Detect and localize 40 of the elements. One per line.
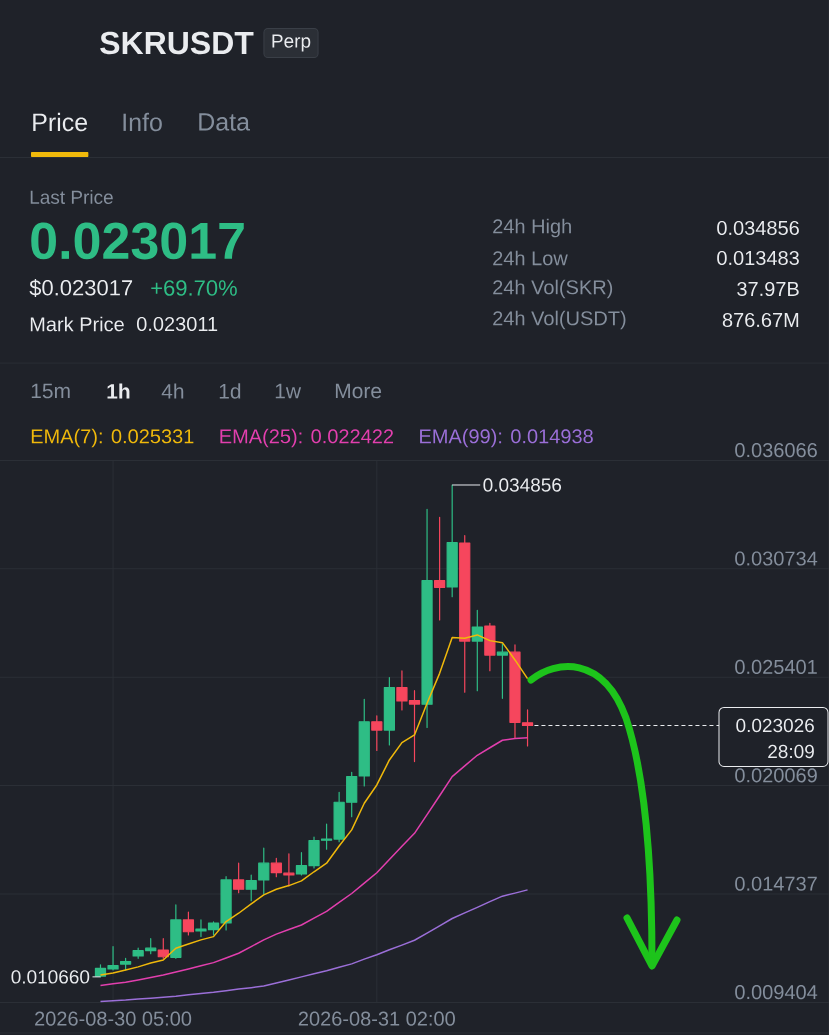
text: Mark Price	[30, 316, 124, 332]
y-tick-label: 0.036066	[735, 443, 817, 458]
text: Price	[33, 112, 88, 132]
text: EMA(99): 0.014938	[420, 428, 593, 448]
text: 1h	[107, 383, 130, 399]
text: 1d	[219, 383, 241, 399]
text: More	[335, 383, 382, 399]
text: Info	[123, 112, 162, 132]
text: 24h High	[493, 218, 571, 238]
text: Last Price	[30, 190, 113, 204]
annotation: 0.034856	[483, 478, 562, 492]
text: EMA(25): 0.022422	[220, 428, 394, 448]
text: $0.023017	[29, 279, 133, 297]
x-tick-label: 2026-08-30 05:00	[35, 1011, 192, 1026]
text: 876.67M	[722, 312, 799, 328]
text: +69.70%	[151, 280, 237, 296]
annotation: 0.010660	[11, 970, 90, 984]
text: 0.023011	[136, 316, 218, 332]
text: EMA(7): 0.025331	[31, 428, 194, 448]
text: 15m	[31, 383, 70, 399]
chart-title: SKRUSDT	[100, 31, 254, 55]
y-tick-label: 0.025401	[735, 659, 817, 674]
text: 1w	[275, 383, 302, 399]
text: 24h Low	[493, 250, 568, 266]
x-tick-label: 2026-08-31 02:00	[298, 1011, 455, 1026]
text: 24h Vol(SKR)	[493, 279, 613, 299]
y-tick-label: 0.020069	[735, 768, 817, 783]
y-tick-label: 0.014737	[735, 876, 817, 891]
text: Data	[199, 113, 251, 131]
text: Perp	[272, 34, 311, 52]
ref-line-label: 0.023026	[736, 718, 814, 733]
text: 0.034856	[717, 220, 799, 236]
y-tick-label: 0.009404	[735, 985, 818, 1000]
text: 4h	[161, 383, 184, 399]
annotation: 28:09	[768, 744, 814, 759]
text: 24h Vol(USDT)	[493, 310, 626, 330]
text: 0.023017	[31, 222, 244, 260]
y-tick-label: 0.030734	[735, 551, 818, 566]
text: 37.97B	[737, 281, 799, 297]
text: 0.013483	[717, 250, 799, 266]
